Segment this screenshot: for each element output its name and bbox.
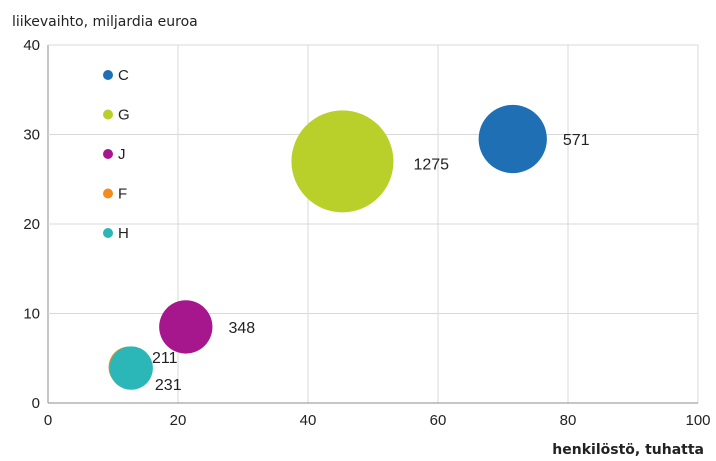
legend-label-H: H (118, 225, 129, 242)
x-axis-title: henkilöstö, tuhatta (552, 442, 704, 458)
bubble-value-label-G: 1275 (413, 156, 449, 173)
bubble-value-label-H: 231 (155, 377, 182, 394)
x-tick-label: 100 (685, 412, 710, 429)
legend-marker-H (103, 228, 113, 238)
bubble-J (159, 300, 213, 354)
legend-label-F: F (118, 186, 127, 203)
legend: C G J F H (103, 67, 130, 242)
y-tick-label: 10 (23, 306, 40, 323)
y-tick-label: 20 (23, 216, 40, 233)
x-tick-label: 40 (300, 412, 317, 429)
bubble-labels: 571 1275 348 211 231 (152, 132, 590, 394)
gridlines (47, 44, 699, 404)
legend-marker-J (103, 149, 113, 159)
bubble-value-label-J: 348 (228, 320, 255, 337)
legend-marker-G (103, 109, 113, 120)
y-tick-label: 40 (23, 37, 40, 54)
y-axis-title: liikevaihto, miljardia euroa (12, 14, 198, 30)
x-tick-label: 80 (560, 412, 577, 429)
tick-labels: 0 20 40 60 80 100 0 10 20 30 40 (23, 37, 710, 429)
legend-label-J: J (118, 146, 126, 163)
x-tick-label: 60 (430, 412, 447, 429)
x-tick-label: 0 (44, 412, 52, 429)
legend-label-C: C (118, 67, 129, 84)
bubble-value-label-F: 211 (152, 350, 178, 367)
y-tick-label: 0 (32, 395, 40, 412)
bubble-H (109, 346, 153, 390)
legend-label-G: G (118, 107, 130, 124)
legend-marker-F (103, 188, 113, 199)
x-tick-label: 20 (170, 412, 187, 429)
bubble-G (291, 110, 394, 213)
bubble-value-label-C: 571 (563, 132, 590, 149)
bubbles (108, 104, 547, 390)
y-tick-label: 30 (23, 127, 40, 144)
legend-marker-C (103, 70, 113, 80)
bubble-C (478, 104, 547, 174)
